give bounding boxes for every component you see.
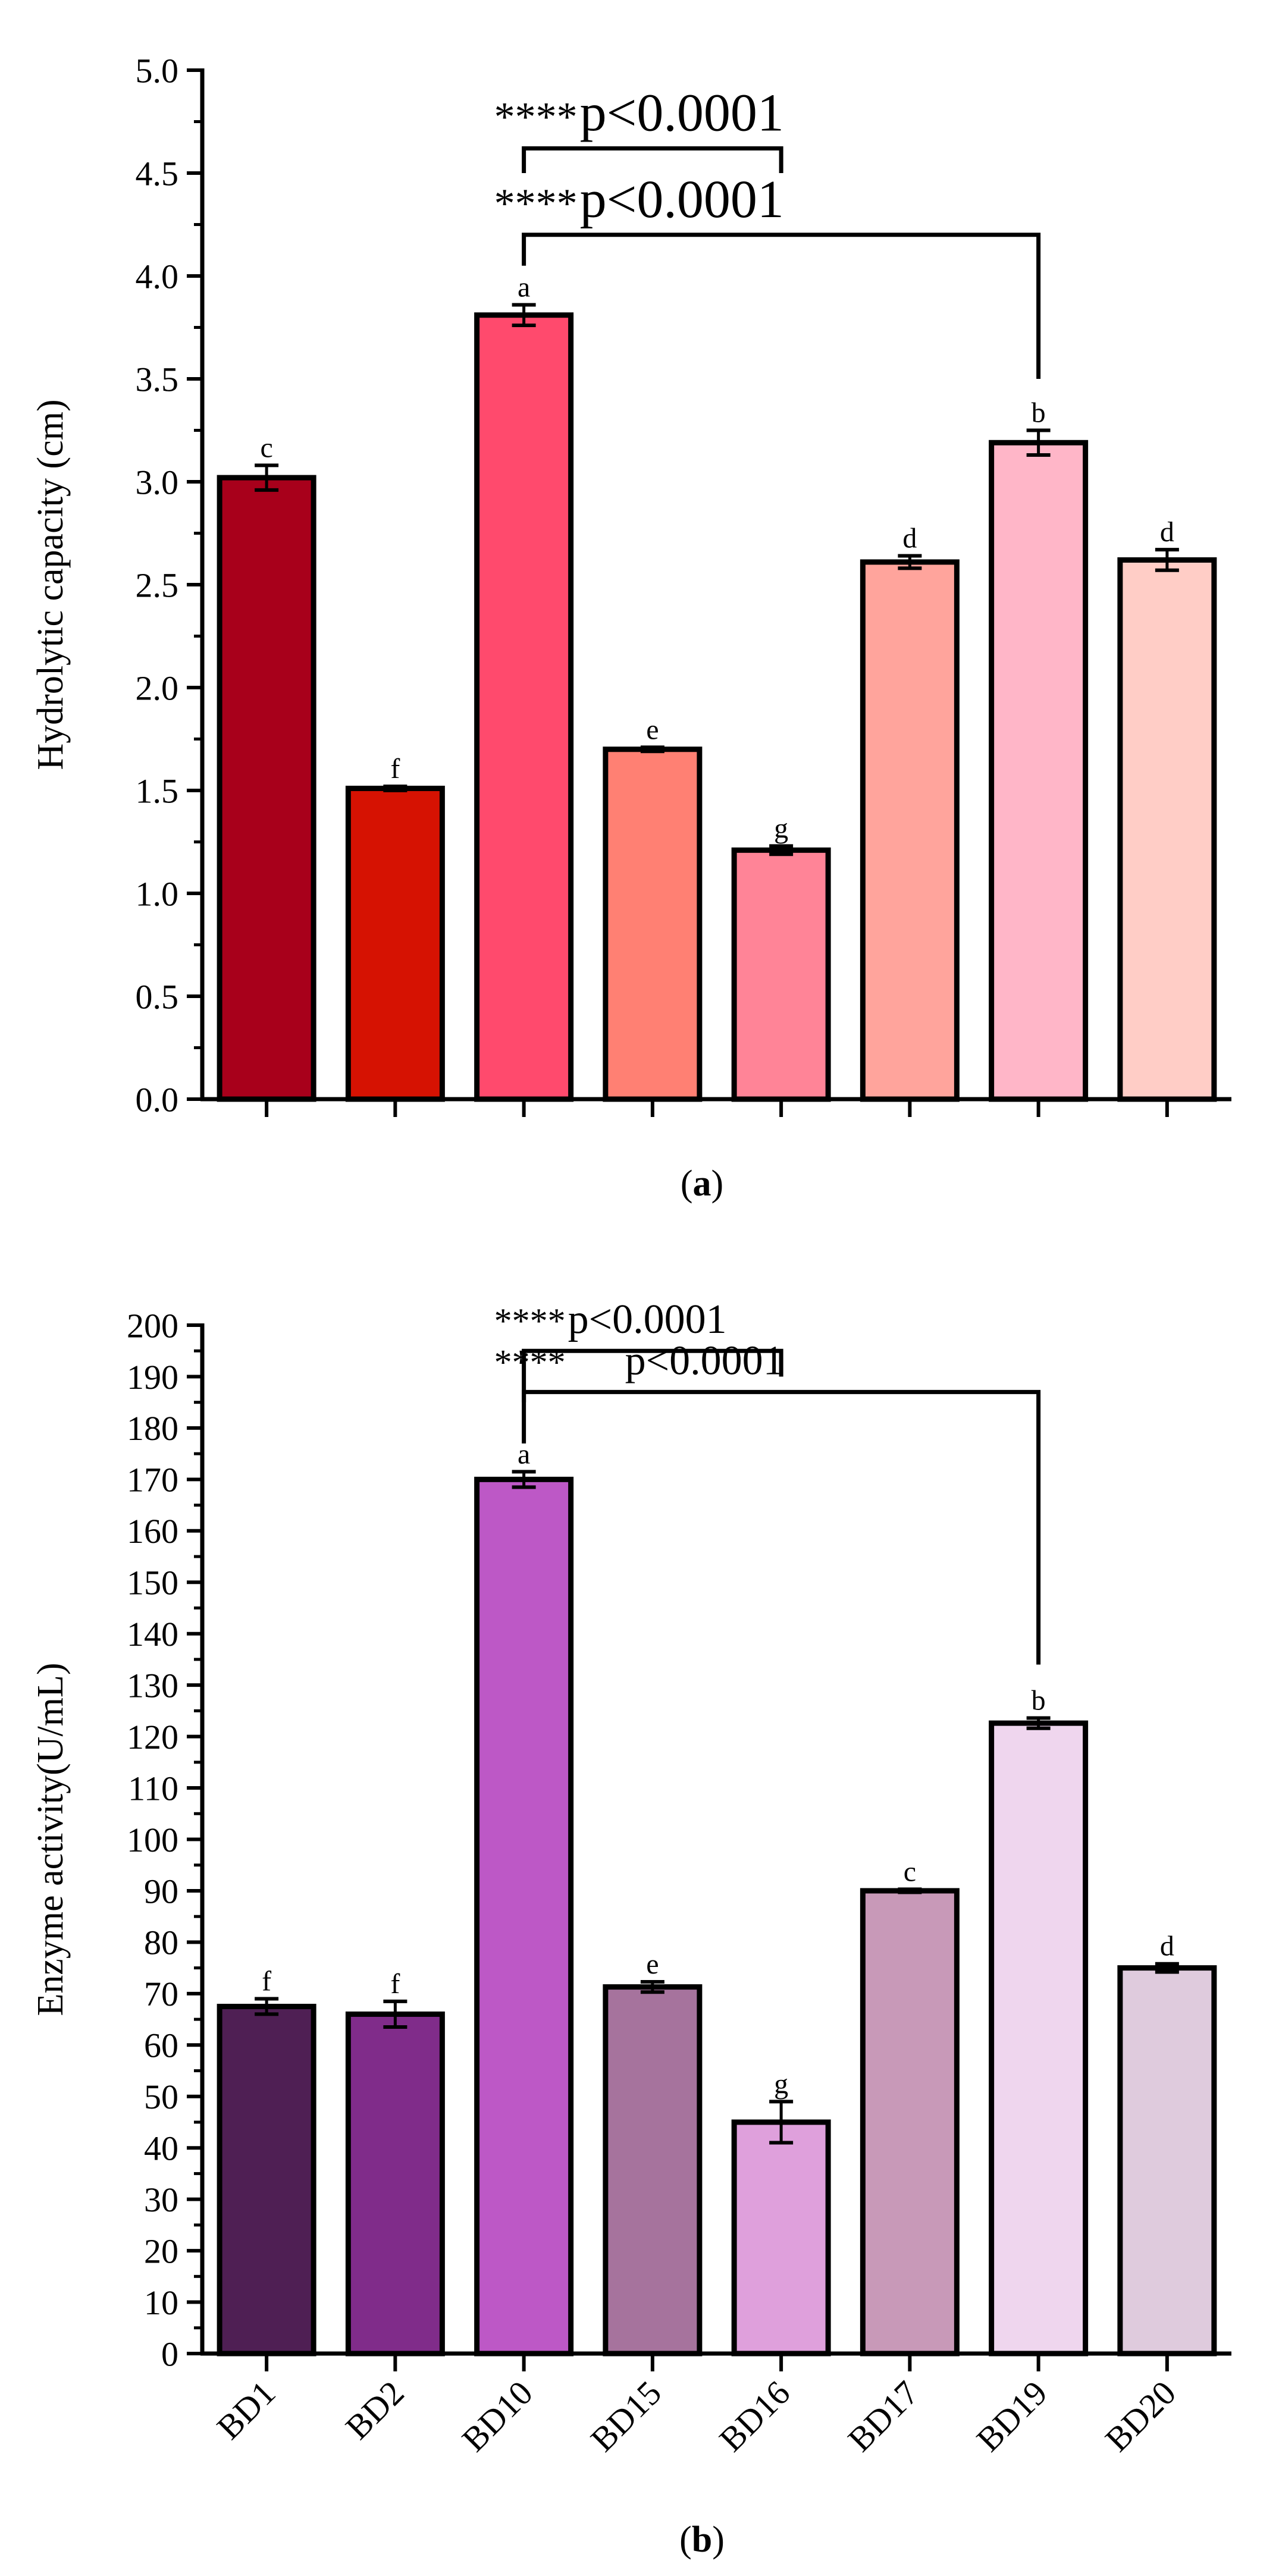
bar-BD16 [731,2119,831,2357]
comparison-label: ****p<0.0001 [494,170,784,229]
y-tick-label: 3.5 [136,360,179,399]
comparison-bracket [522,1348,783,1402]
significance-letter: e [646,714,659,745]
panel-label: (b) [679,2519,725,2560]
y-tick-label: 140 [127,1615,178,1653]
significance-letter: a [518,271,530,303]
bar-BD17 [860,1888,960,2357]
y-tick-label: 190 [127,1358,178,1397]
comparison-label: ****p<0.0001 [494,1297,727,1342]
y-tick-label: 110 [128,1769,178,1808]
y-tick-label: 3.0 [136,463,179,501]
y-tick-label: 2.5 [136,566,179,604]
significance-stars: **** [494,1301,566,1341]
bar-BD19 [989,1720,1089,2357]
x-tick-label: BD20 [1098,2373,1183,2459]
comparison-bracket [522,1389,1041,1665]
x-tick-label: BD19 [969,2373,1055,2459]
bar-BD16 [731,847,831,1102]
y-tick-label: 0 [161,2335,178,2373]
bar-BD1 [217,2003,316,2357]
bar-BD20 [1117,1965,1217,2357]
y-tick-label: 40 [144,2129,178,2168]
y-tick-label: 1.5 [136,771,179,810]
y-tick-label: 2.0 [136,669,179,707]
significance-letter: d [1160,1931,1174,1962]
y-tick-label: 120 [127,1718,178,1756]
y-axis-label: Enzyme activity(U/mL) [30,1663,71,2016]
y-tick-label: 60 [144,2026,178,2065]
significance-letter: d [1160,516,1174,548]
x-tick-label: BD17 [841,2373,926,2459]
y-tick-label: 20 [144,2232,178,2270]
bar-BD15 [603,1984,703,2357]
significance-letter: b [1032,1684,1046,1716]
panel-b-enzyme-activity-chart: 0 10 20 30 40 50 60 70 80 90 100 110 120 130 140 150 160… [30,1297,1231,2560]
significance-letter: d [902,523,917,554]
significance-letter: a [518,1438,530,1470]
x-tick-label: BD16 [711,2373,797,2459]
comparison-bracket [522,146,783,173]
y-tick-label: 170 [127,1461,178,1499]
significance-letter: c [260,432,272,463]
y-tick-label: 80 [144,1924,178,1962]
bar-BD2 [345,2011,445,2357]
x-tick-label: BD10 [454,2373,540,2459]
panel-a-hydrolytic-capacity-chart: 0.0 0.5 1.0 1.5 2.0 2.5 3.0 3.5 4.0 4.5 5.0 Hydroly… [30,51,1231,1204]
panel-label: (a) [681,1163,723,1204]
significance-letter: e [646,1949,659,1980]
y-tick-label: 0.0 [136,1080,179,1119]
bar-BD10 [474,1476,574,2357]
bar-BD2 [345,786,445,1102]
comparison-bracket [522,233,1041,379]
y-tick-label: 4.5 [136,154,179,193]
p-value: p<0.0001 [580,83,784,142]
y-tick-label: 150 [127,1564,178,1602]
x-tick-label: BD1 [209,2373,283,2446]
p-value: p<0.0001 [568,1297,727,1342]
significance-letter: b [1032,397,1046,429]
y-tick-label: 10 [144,2283,178,2322]
y-tick-label: 0.5 [136,977,179,1016]
y-tick-label: 4.0 [136,257,179,296]
comparison-label: **** p<0.0001 [494,1338,784,1383]
y-tick-label: 200 [127,1306,178,1345]
significance-letter: f [390,753,400,785]
y-tick-label: 180 [127,1409,178,1448]
significance-letter: g [774,2068,788,2100]
y-tick-label: 130 [127,1666,178,1705]
significance-stars: **** [494,94,578,140]
y-tick-label: 100 [127,1821,178,1859]
x-tick-label: BD2 [338,2373,411,2446]
significance-stars: **** [494,181,578,227]
bar-BD10 [474,312,574,1102]
bar-BD15 [603,746,703,1102]
significance-letter: c [904,1856,916,1887]
significance-letter: f [262,1965,271,1997]
p-value: p<0.0001 [625,1338,784,1383]
y-tick-label: 90 [144,1872,178,1910]
bar-BD17 [860,559,960,1102]
significance-letter: g [774,812,788,844]
bar-BD20 [1117,557,1217,1102]
y-tick-label: 70 [144,1975,178,2013]
y-tick-label: 30 [144,2180,178,2219]
p-value: p<0.0001 [580,170,784,229]
y-tick-label: 160 [127,1512,178,1551]
comparison-label: ****p<0.0001 [494,83,784,142]
bar-BD1 [217,475,316,1102]
y-tick-label: 1.0 [136,874,179,913]
y-tick-label: 5.0 [136,51,179,90]
bar-BD19 [989,440,1089,1102]
y-tick-label: 50 [144,2078,178,2116]
significance-letter: f [390,1968,400,2000]
y-axis-label: Hydrolytic capacity (cm) [30,399,71,770]
significance-stars: **** [494,1342,566,1382]
x-tick-label: BD15 [583,2373,669,2459]
